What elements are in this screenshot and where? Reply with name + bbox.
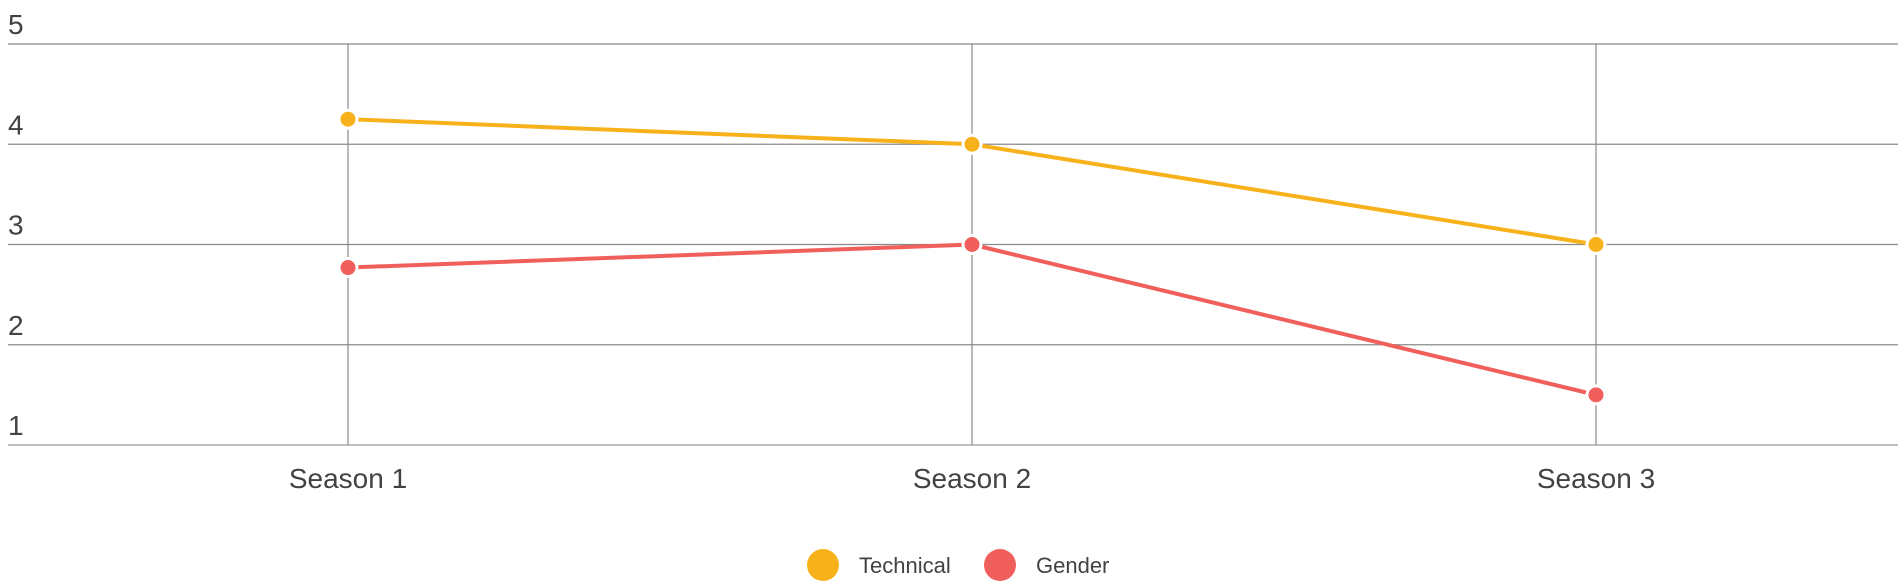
legend-label-gender: Gender bbox=[1036, 553, 1109, 578]
y-tick-label: 3 bbox=[8, 210, 24, 241]
data-point-technical bbox=[337, 108, 359, 130]
x-tick-label: Season 3 bbox=[1537, 463, 1655, 494]
legend-label-technical: Technical bbox=[859, 553, 951, 578]
legend-swatch-gender bbox=[984, 549, 1016, 581]
y-tick-label: 1 bbox=[8, 410, 24, 441]
legend: Technical Gender bbox=[807, 549, 1109, 581]
data-point-technical bbox=[1585, 234, 1607, 255]
legend-swatch-technical bbox=[807, 549, 839, 581]
data-point-gender bbox=[337, 257, 359, 279]
y-tick-label: 5 bbox=[8, 9, 24, 40]
data-point-technical bbox=[961, 133, 983, 155]
y-axis: 1 2 3 4 5 bbox=[8, 9, 24, 441]
x-tick-label: Season 1 bbox=[289, 463, 407, 494]
y-tick-label: 2 bbox=[8, 310, 24, 341]
data-point-gender bbox=[961, 234, 983, 255]
data-point-gender bbox=[1585, 384, 1607, 406]
x-tick-label: Season 2 bbox=[913, 463, 1031, 494]
series-group bbox=[337, 108, 1607, 406]
y-tick-label: 4 bbox=[8, 109, 24, 140]
x-axis: Season 1 Season 2 Season 3 bbox=[289, 463, 1655, 494]
